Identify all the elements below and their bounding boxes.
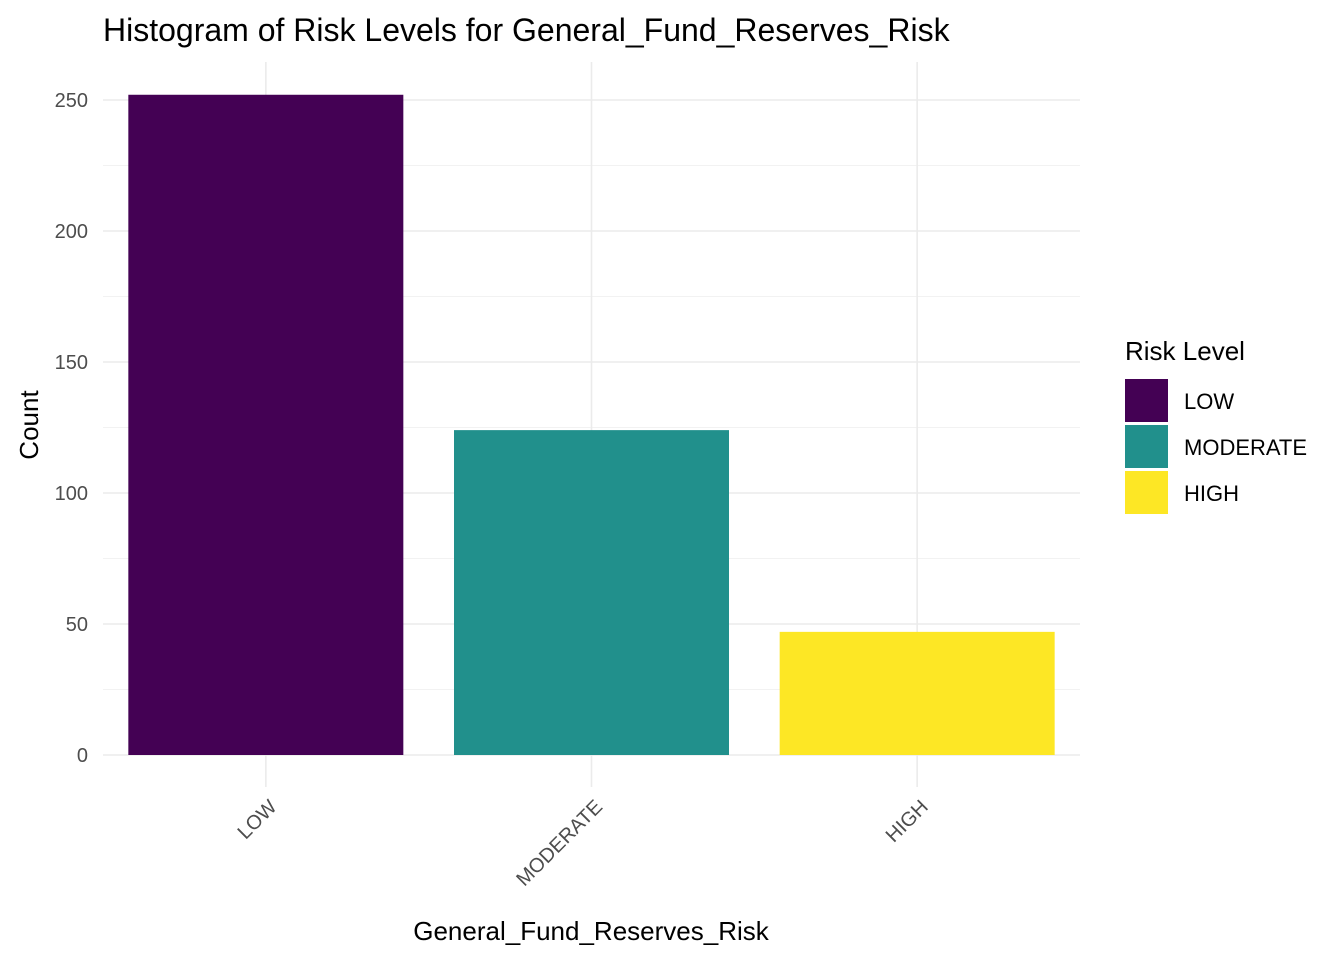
x-tick-label: HIGH [882, 796, 933, 847]
y-tick-label: 200 [55, 221, 88, 243]
legend: Risk Level LOW MODERATE HIGH [1125, 336, 1307, 514]
bar-low [128, 94, 404, 755]
y-tick-label: 100 [55, 483, 88, 505]
legend-label-moderate: MODERATE [1184, 435, 1307, 460]
y-tick-label: 50 [66, 614, 88, 636]
legend-swatch-moderate [1125, 425, 1168, 468]
y-tick-label: 250 [55, 90, 88, 112]
x-axis-title: General_Fund_Reserves_Risk [413, 916, 770, 946]
legend-title: Risk Level [1125, 336, 1245, 366]
legend-items: LOW MODERATE HIGH [1125, 379, 1307, 514]
y-tick-label: 0 [77, 745, 88, 767]
y-tick-label: 150 [55, 352, 88, 374]
chart-title: Histogram of Risk Levels for General_Fun… [103, 12, 951, 48]
x-tick-label: LOW [234, 796, 282, 844]
legend-label-high: HIGH [1184, 481, 1239, 506]
x-tick-labels: LOW MODERATE HIGH [234, 796, 933, 891]
legend-swatch-high [1125, 471, 1168, 514]
legend-swatch-low [1125, 379, 1168, 422]
y-axis-title: Count [14, 390, 44, 460]
x-tick-label: MODERATE [512, 796, 607, 891]
y-tick-labels: 0 50 100 150 200 250 [55, 90, 88, 767]
bar-high [779, 631, 1055, 755]
legend-label-low: LOW [1184, 389, 1234, 414]
bars-layer [128, 94, 1055, 755]
bar-moderate [454, 430, 729, 755]
